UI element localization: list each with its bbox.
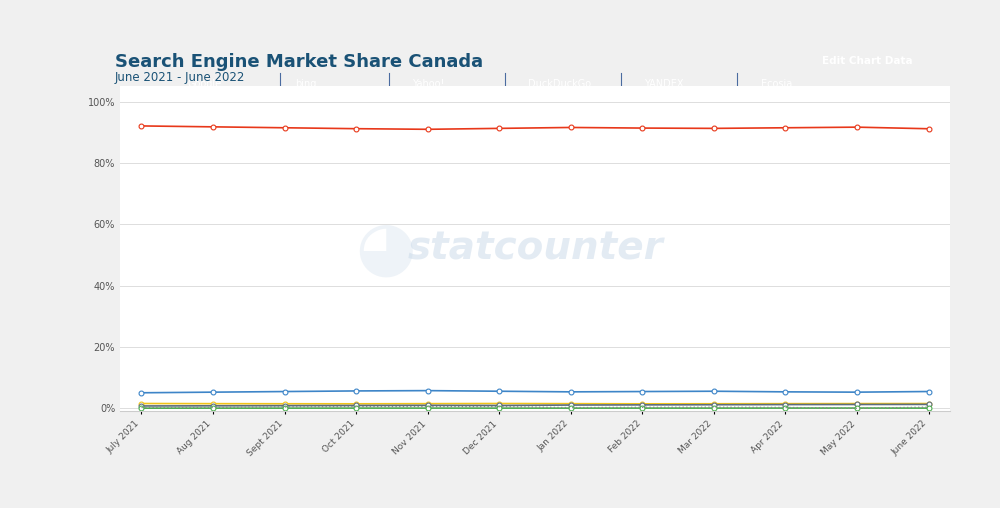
Text: 0.1%: 0.1% [761,99,822,118]
Text: Ecosia: Ecosia [761,79,792,89]
Text: 91.18%: 91.18% [187,99,280,118]
Text: 1.31%: 1.31% [528,99,605,118]
Text: Search Engine Market Share Canada: Search Engine Market Share Canada [115,53,483,71]
Text: Edit Chart Data: Edit Chart Data [822,56,913,66]
Text: ◕: ◕ [355,215,416,282]
Text: Google: Google [187,79,221,89]
Text: DuckDuckGo: DuckDuckGo [528,79,591,89]
Text: 1.58%: 1.58% [412,99,489,118]
Text: statcounter: statcounter [407,230,663,268]
Text: 5.51%: 5.51% [296,99,372,118]
Text: 0.12%: 0.12% [644,99,722,118]
Text: Yahoo!: Yahoo! [412,79,444,89]
Text: YANDEX: YANDEX [644,79,684,89]
Text: June 2021 - June 2022: June 2021 - June 2022 [115,71,245,84]
Text: bing: bing [296,79,317,89]
Text: Search Engine Market Share in Canada - June 2022: Search Engine Market Share in Canada - J… [380,132,645,142]
